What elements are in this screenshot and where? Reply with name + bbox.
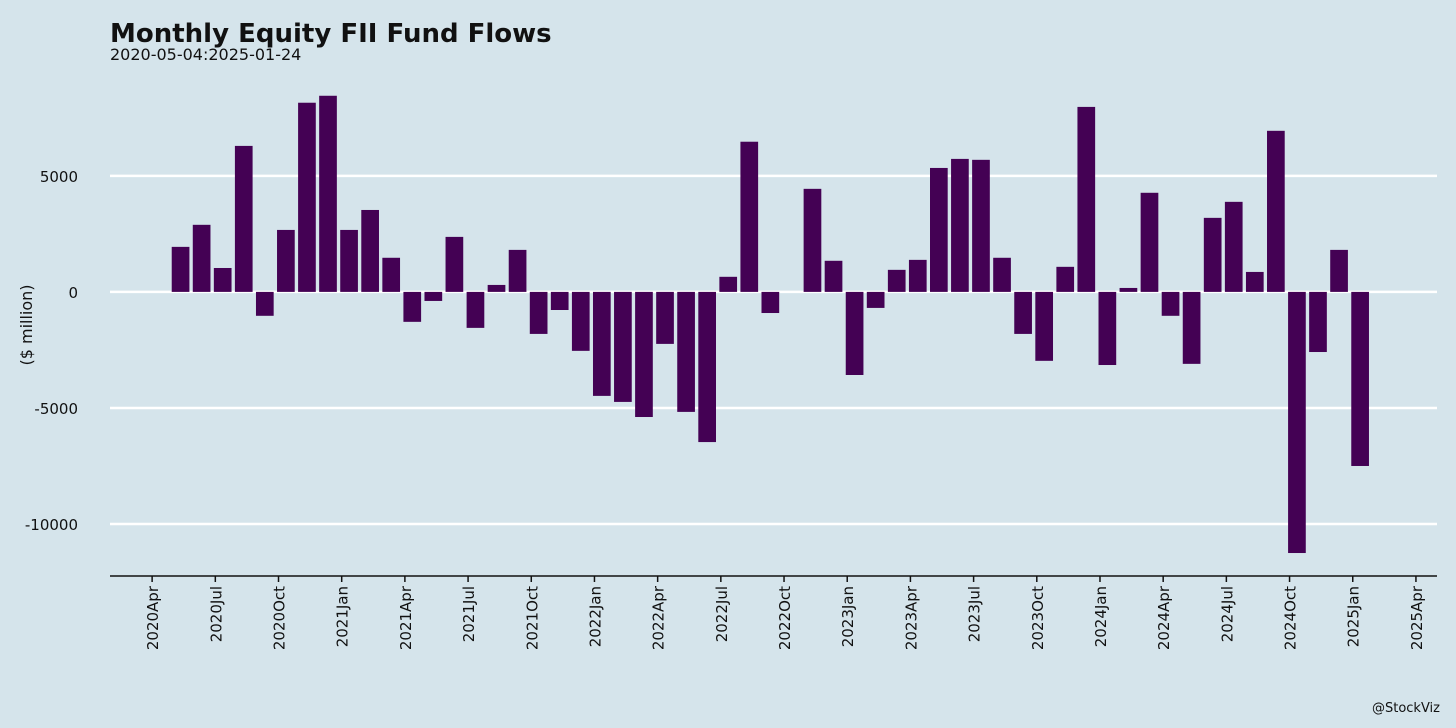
x-tick-label: 2022Jan <box>586 586 604 647</box>
y-tick-label: 5000 <box>40 168 78 186</box>
bar <box>1056 266 1075 292</box>
bar <box>1267 130 1285 292</box>
bar <box>1245 271 1264 292</box>
bar <box>656 291 674 344</box>
bar <box>908 259 927 292</box>
bar <box>403 291 422 322</box>
x-tick-label: 2020Oct <box>271 586 289 650</box>
x-tick-label: 2021Oct <box>523 586 541 650</box>
x-tick-label: 2024Oct <box>1282 586 1300 650</box>
bar <box>234 145 253 292</box>
bar <box>614 291 632 402</box>
x-tick-label: 2024Jan <box>1092 586 1110 647</box>
bar <box>550 291 569 311</box>
y-tick-label: -5000 <box>34 400 78 418</box>
x-tick-label: 2024Jul <box>1218 586 1236 642</box>
bar <box>382 257 401 292</box>
bar <box>1014 291 1032 334</box>
bar <box>698 291 716 443</box>
y-tick-label: 0 <box>68 284 78 302</box>
bar <box>361 209 379 292</box>
x-tick-label: 2022Jul <box>713 586 731 642</box>
bar <box>1182 291 1201 364</box>
x-tick-label: 2025Apr <box>1408 585 1426 650</box>
y-tick-label: -10000 <box>25 516 78 534</box>
bar <box>1119 287 1138 292</box>
bar <box>192 224 211 292</box>
bar <box>951 158 969 292</box>
bar <box>213 267 232 292</box>
bar <box>845 291 864 375</box>
x-tick-label: 2025Jan <box>1345 586 1363 647</box>
bar <box>993 257 1011 292</box>
bar <box>635 291 653 418</box>
bar <box>1330 249 1348 292</box>
chart-title: Monthly Equity FII Fund Flows <box>110 19 552 49</box>
bar <box>824 260 843 292</box>
bar <box>277 229 295 292</box>
chart-subtitle: 2020-05-04:2025-01-24 <box>110 45 301 64</box>
bar <box>761 291 780 314</box>
bar <box>803 188 822 292</box>
bar <box>529 291 548 334</box>
bar <box>740 141 759 292</box>
bar <box>424 291 443 301</box>
bar <box>1309 291 1327 353</box>
bar <box>719 276 738 292</box>
x-tick-label: 2023Jul <box>966 586 984 642</box>
x-tick-label: 2020Apr <box>144 585 162 650</box>
bar <box>1035 291 1054 361</box>
bar <box>1203 217 1222 292</box>
bar <box>1140 192 1159 292</box>
x-tick-label: 2023Jan <box>839 586 857 647</box>
bar <box>1077 106 1096 292</box>
x-tick-label: 2021Jul <box>460 586 478 642</box>
caption: @StockViz <box>1372 701 1440 716</box>
bar <box>1224 201 1243 292</box>
bar <box>487 284 506 292</box>
bar <box>571 291 590 351</box>
bar <box>1351 291 1369 466</box>
x-tick-label: 2024Apr <box>1155 585 1173 650</box>
bar <box>1098 291 1117 366</box>
bar <box>255 291 274 316</box>
x-tick-label: 2022Apr <box>650 585 668 650</box>
y-axis-label: ($ million) <box>17 284 36 365</box>
x-tick-label: 2023Apr <box>902 585 920 650</box>
bar <box>930 167 948 292</box>
bar <box>466 291 485 328</box>
bar <box>340 229 358 292</box>
bar <box>592 291 611 396</box>
x-tick-label: 2021Apr <box>397 585 415 650</box>
bar <box>445 236 464 292</box>
bar <box>298 102 316 292</box>
bar <box>677 291 695 412</box>
bar <box>972 159 990 292</box>
x-tick-label: 2023Oct <box>1029 586 1047 650</box>
bar <box>887 269 906 292</box>
x-tick-label: 2022Oct <box>776 586 794 650</box>
bar <box>319 95 337 292</box>
x-tick-label: 2021Jan <box>334 586 352 647</box>
bar <box>1288 291 1306 554</box>
bar <box>1161 291 1180 316</box>
x-tick-label: 2020Jul <box>207 586 225 642</box>
bar <box>508 249 527 292</box>
bar <box>866 291 885 308</box>
bar <box>171 246 190 292</box>
